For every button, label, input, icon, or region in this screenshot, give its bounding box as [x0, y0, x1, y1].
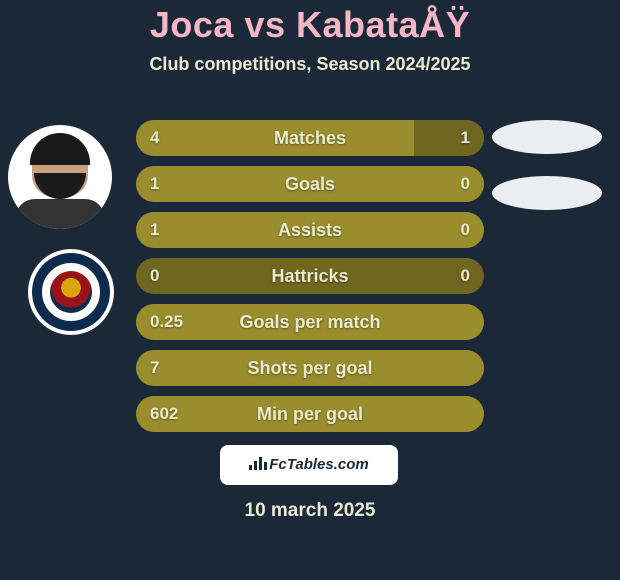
stat-row: 7Shots per goal — [136, 350, 484, 386]
stat-row: 602Min per goal — [136, 396, 484, 432]
stat-label: Goals — [136, 166, 484, 202]
bars-icon — [249, 456, 267, 470]
player-avatar — [8, 125, 112, 229]
stat-label: Min per goal — [136, 396, 484, 432]
placeholder-oval — [492, 120, 602, 154]
stat-row: 10Assists — [136, 212, 484, 248]
date-text: 10 march 2025 — [0, 500, 620, 522]
source-logo: FcTables.com — [220, 445, 398, 485]
left-avatars — [8, 125, 118, 335]
stat-label: Matches — [136, 120, 484, 156]
source-logo-text: FcTables.com — [269, 456, 368, 473]
stat-label: Assists — [136, 212, 484, 248]
title-vs: vs — [244, 4, 285, 45]
stat-label: Goals per match — [136, 304, 484, 340]
comparison-card: Joca vs KabataÅŸ Club competitions, Seas… — [0, 0, 620, 580]
right-avatars — [492, 120, 612, 232]
stat-bars: 41Matches 10Goals 10Assists 00Hattricks 0.25… — [136, 120, 484, 442]
stat-row: 41Matches — [136, 120, 484, 156]
title-player-right: KabataÅŸ — [296, 4, 470, 45]
placeholder-oval — [492, 176, 602, 210]
stat-row: 00Hattricks — [136, 258, 484, 294]
stat-label: Shots per goal — [136, 350, 484, 386]
stat-row: 0.25Goals per match — [136, 304, 484, 340]
stat-row: 10Goals — [136, 166, 484, 202]
club-crest-icon — [28, 249, 114, 335]
page-title: Joca vs KabataÅŸ — [0, 0, 620, 46]
subtitle: Club competitions, Season 2024/2025 — [0, 54, 620, 75]
title-player-left: Joca — [150, 4, 234, 45]
stat-label: Hattricks — [136, 258, 484, 294]
